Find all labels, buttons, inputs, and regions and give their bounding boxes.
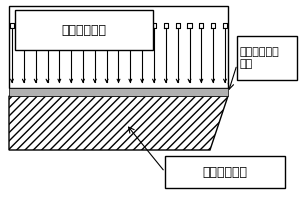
Bar <box>9 6 228 88</box>
Bar <box>237 36 297 80</box>
Text: 量子点光波转
换层: 量子点光波转 换层 <box>240 47 280 69</box>
Text: 太阳能电池板: 太阳能电池板 <box>202 166 247 178</box>
Polygon shape <box>9 96 228 150</box>
Bar <box>165 156 285 188</box>
Bar <box>15 10 153 50</box>
Text: 紫外光、紫光: 紫外光、紫光 <box>61 23 106 36</box>
Bar <box>9 88 228 96</box>
